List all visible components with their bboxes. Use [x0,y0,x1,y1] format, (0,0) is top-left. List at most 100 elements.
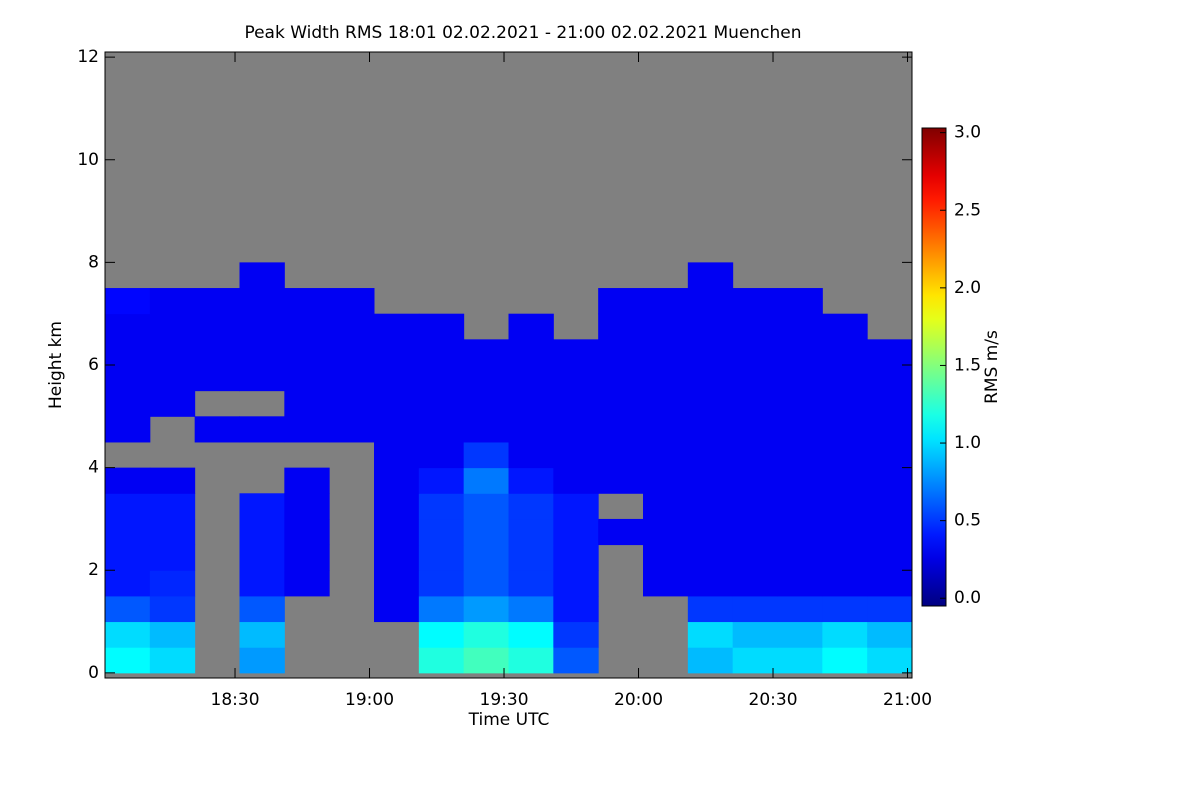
heatmap-cell [374,339,420,366]
colorbar-label: RMS m/s [982,330,1002,404]
heatmap-cell [105,570,151,597]
heatmap-cell [687,262,734,289]
heatmap-cell [418,416,465,443]
heatmap-cell [867,365,913,392]
heatmap-cell [822,339,868,366]
heatmap-cell [777,441,823,469]
heatmap-cell [777,365,823,392]
heatmap-cell [418,595,465,623]
heatmap-cell [374,441,420,469]
heatmap-cell [598,518,644,546]
y-tick-label: 2 [88,560,99,580]
heatmap-cell [598,339,644,366]
heatmap-cell [867,467,913,494]
heatmap-cell [284,416,330,443]
heatmap-cell [777,518,823,546]
heatmap-cell [867,493,913,520]
heatmap-cell [239,544,285,571]
colorbar-tick-label: 2.0 [954,278,981,298]
heatmap-cell [553,467,599,494]
heatmap-cell [553,493,599,520]
heatmap-cell [822,595,868,623]
heatmap-cell [239,647,285,674]
heatmap-cell [732,313,778,340]
heatmap-cell [329,313,375,340]
heatmap-cell [149,518,196,546]
heatmap-cell [732,365,778,392]
heatmap-cell [239,288,285,315]
heatmap-cell [687,313,734,340]
heatmap-cell [867,647,913,674]
heatmap-cell [822,621,868,648]
heatmap-cell [105,595,151,623]
heatmap-cell [687,621,734,648]
y-tick-label: 4 [88,458,99,478]
heatmap-cell [105,339,151,366]
heatmap-cell [687,467,734,494]
heatmap-cell [643,544,689,571]
heatmap-cell [418,441,465,469]
heatmap-cell [418,339,465,366]
heatmap-cell [687,518,734,546]
heatmap-cell [463,493,509,520]
heatmap-cell [105,493,151,520]
heatmap-cell [687,365,734,392]
heatmap-cell [105,544,151,571]
y-tick-label: 12 [77,47,99,67]
heatmap-cell [643,365,689,392]
heatmap-cell [239,313,285,340]
y-tick-label: 6 [88,355,99,375]
heatmap-cell [508,647,554,674]
heatmap-cell [777,467,823,494]
heatmap-cell [822,467,868,494]
heatmap-cell [284,570,330,597]
x-tick-label: 19:30 [480,690,529,710]
heatmap-cell [418,518,465,546]
heatmap-cell [553,570,599,597]
heatmap-cell [149,390,196,417]
heatmap-cell [598,416,644,443]
colorbar-tick-label: 1.0 [954,433,981,453]
heatmap-cell [732,493,778,520]
heatmap-cell [149,621,196,648]
heatmap-cell [822,570,868,597]
heatmap-cell [284,339,330,366]
heatmap-cell [508,441,554,469]
heatmap-cell [687,441,734,469]
heatmap-cell [149,365,196,392]
heatmap-cell [822,544,868,571]
y-axis-label: Height km [46,321,66,409]
heatmap-cell [553,365,599,392]
colorbar-tick-label: 1.5 [954,355,981,375]
heatmap-cell [687,544,734,571]
heatmap-cell [418,621,465,648]
heatmap-cell [194,313,240,340]
heatmap-cell [105,621,151,648]
heatmap-cell [777,647,823,674]
heatmap-cell [374,493,420,520]
heatmap-cell [239,493,285,520]
colorbar-tick-label: 3.0 [954,123,981,143]
heatmap-cell [284,493,330,520]
heatmap-cell [105,647,151,674]
heatmap-cell [732,544,778,571]
heatmap-cell [598,441,644,469]
heatmap-cell [508,339,554,366]
heatmap-cell [822,365,868,392]
heatmap-cell [284,313,330,340]
heatmap-cell [777,313,823,340]
heatmap-cell [598,288,644,315]
heatmap-cell [687,288,734,315]
heatmap-cell [105,313,151,340]
heatmap-cell [732,416,778,443]
heatmap-cell [732,441,778,469]
heatmap-cell [329,288,375,315]
heatmap-cell [777,595,823,623]
heatmap-cell [329,390,375,417]
heatmap-cell [508,570,554,597]
heatmap-cell [822,441,868,469]
heatmap-cell [643,390,689,417]
x-tick-label: 18:30 [211,690,260,710]
heatmap-cell [194,365,240,392]
